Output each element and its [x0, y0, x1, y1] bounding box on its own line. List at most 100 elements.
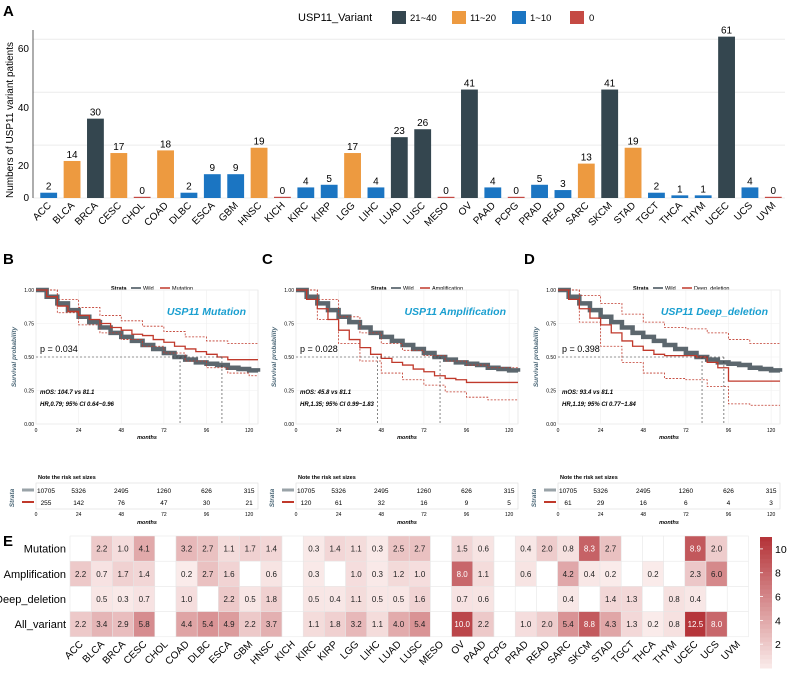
heatmap-cell-value: 2.2 — [75, 570, 87, 579]
legend-label-21-40: 21~40 — [410, 13, 437, 24]
heatmap-panel: Mutation 2.2 1.0 4.1 3.2 2.7 1.1 1.7 1.4 0.3 1.4 1.… — [0, 535, 787, 669]
risk-count-variant: 61 — [335, 500, 343, 507]
bar-blca — [63, 160, 81, 198]
bar-value-label: 14 — [67, 150, 79, 161]
km-y-tick-label: 0.25 — [284, 389, 294, 395]
heatmap-cell — [324, 560, 346, 587]
risk-x-tick-label: 120 — [767, 512, 776, 518]
heatmap-cell-value: 0.7 — [96, 570, 108, 579]
legend-swatch-11-20 — [452, 11, 466, 24]
heatmap-legend-step — [760, 576, 772, 582]
heatmap-legend-step — [760, 558, 772, 564]
heatmap-cell-value: 1.0 — [181, 595, 193, 604]
bar-value-label: 4 — [373, 176, 379, 187]
heatmap-cell-value: 2.2 — [245, 620, 257, 629]
km-x-tick-label: 96 — [726, 428, 732, 434]
heatmap-cell-value: 1.0 — [520, 620, 532, 629]
heatmap-cell — [705, 586, 728, 612]
bar-category-label: LIHC — [357, 200, 381, 224]
bar-value-label: 19 — [628, 137, 640, 148]
bar-category-label: PRAD — [517, 200, 544, 227]
bar-category-label: BRCA — [73, 200, 101, 228]
heatmap-cell — [620, 535, 643, 562]
risk-count-variant: 29 — [597, 500, 605, 507]
panel-label-b: B — [3, 251, 14, 268]
km-mos: mOS: 104.7 vs 81.1 — [40, 390, 95, 396]
heatmap-cell-value: 1.2 — [393, 570, 405, 579]
bar-category-label: PCPG — [493, 200, 521, 228]
bar-value-label: 5 — [326, 174, 332, 185]
bar-category-label: ESCA — [190, 200, 217, 227]
km-panel-amplification: Strata Wild Amplification 0.00 0.25 0.50 0.75 1… — [269, 286, 521, 526]
heatmap-cell-value: 6.0 — [711, 570, 723, 579]
bar-value-label: 4 — [303, 176, 309, 187]
heatmap-legend-step — [760, 602, 772, 608]
heatmap-cell-value: 4.9 — [223, 620, 235, 629]
heatmap-cell-value: 0.3 — [308, 570, 320, 579]
heatmap-cell-value: 0.2 — [605, 570, 617, 579]
heatmap-column-label: UCS — [699, 639, 722, 662]
bar-category-label: THYM — [680, 200, 708, 228]
heatmap-column-label: COAD — [164, 639, 192, 667]
km-legend-label-wild: Wild — [403, 286, 414, 292]
heatmap-cell — [642, 586, 664, 612]
heatmap-cell — [663, 560, 686, 587]
heatmap-cell-value: 1.8 — [329, 620, 341, 629]
heatmap-cell — [726, 611, 749, 638]
heatmap-column-label: ESCA — [207, 639, 234, 666]
risk-count-wild: 2495 — [114, 488, 129, 495]
heatmap-cell-value: 1.4 — [266, 545, 278, 554]
km-curve-variant — [558, 289, 780, 382]
heatmap-cell — [154, 535, 177, 562]
risk-count-variant: 76 — [118, 500, 126, 507]
heatmap-cell — [536, 586, 558, 612]
km-ci-upper — [558, 289, 780, 344]
legend-swatch-0 — [570, 11, 584, 24]
heatmap-legend-step — [760, 611, 772, 617]
km-panel-deep-deletion: Strata Wild Deep_deletion 0.00 0.25 0.50 0.75 1… — [531, 286, 783, 526]
heatmap-legend-step — [760, 654, 772, 660]
heatmap-cell — [536, 560, 558, 587]
heatmap-cell — [239, 560, 262, 587]
km-legend-label-variant: Deep_deletion — [694, 286, 729, 292]
risk-count-variant: 16 — [640, 500, 648, 507]
heatmap-cell-value: 4.2 — [563, 570, 575, 579]
km-y-tick-label: 0.00 — [24, 422, 34, 428]
km-x-tick-label: 48 — [118, 428, 124, 434]
bar-dlbc — [180, 192, 198, 198]
heatmap-cell — [726, 560, 749, 587]
heatmap-cell — [154, 586, 177, 612]
km-ci-lower — [558, 289, 780, 406]
km-ci-lower — [36, 289, 258, 377]
heatmap-cell-value: 1.1 — [308, 620, 320, 629]
heatmap-column-label: TGCT — [610, 639, 637, 666]
heatmap-cell-value: 1.4 — [605, 595, 617, 604]
km-ci-upper — [296, 289, 518, 369]
km-curve-variant — [296, 289, 518, 384]
bar-category-label: READ — [541, 200, 568, 227]
risk-count-wild: 1260 — [157, 488, 172, 495]
heatmap-cell-value: 0.4 — [329, 595, 341, 604]
bar-value-label: 9 — [233, 163, 239, 174]
km-x-tick-label: 120 — [505, 428, 514, 434]
heatmap-cell — [430, 586, 452, 612]
risk-count-wild: 1260 — [679, 488, 694, 495]
heatmap-legend-step — [760, 619, 772, 625]
heatmap-column-label: DLBC — [186, 639, 213, 666]
bar-category-label: THCA — [658, 200, 685, 227]
heatmap-cell-value: 10.0 — [454, 620, 470, 629]
risk-table-label: Strata — [269, 488, 276, 507]
heatmap-cell-value: 3.2 — [181, 545, 193, 554]
legend-swatch-1-10 — [512, 11, 526, 24]
heatmap-cell-value: 12.5 — [688, 620, 704, 629]
heatmap-cell-value: 1.1 — [351, 545, 363, 554]
heatmap-row-label: Deep_deletion — [0, 594, 66, 606]
risk-x-tick-label: 48 — [640, 512, 646, 518]
bar-prad — [531, 184, 548, 198]
km-x-axis-title: months — [659, 435, 679, 441]
km-y-tick-label: 0.75 — [24, 322, 34, 328]
heatmap-column-label: UVM — [719, 639, 743, 663]
risk-count-variant: 16 — [420, 500, 428, 507]
heatmap-cell-value: 0.5 — [245, 595, 257, 604]
